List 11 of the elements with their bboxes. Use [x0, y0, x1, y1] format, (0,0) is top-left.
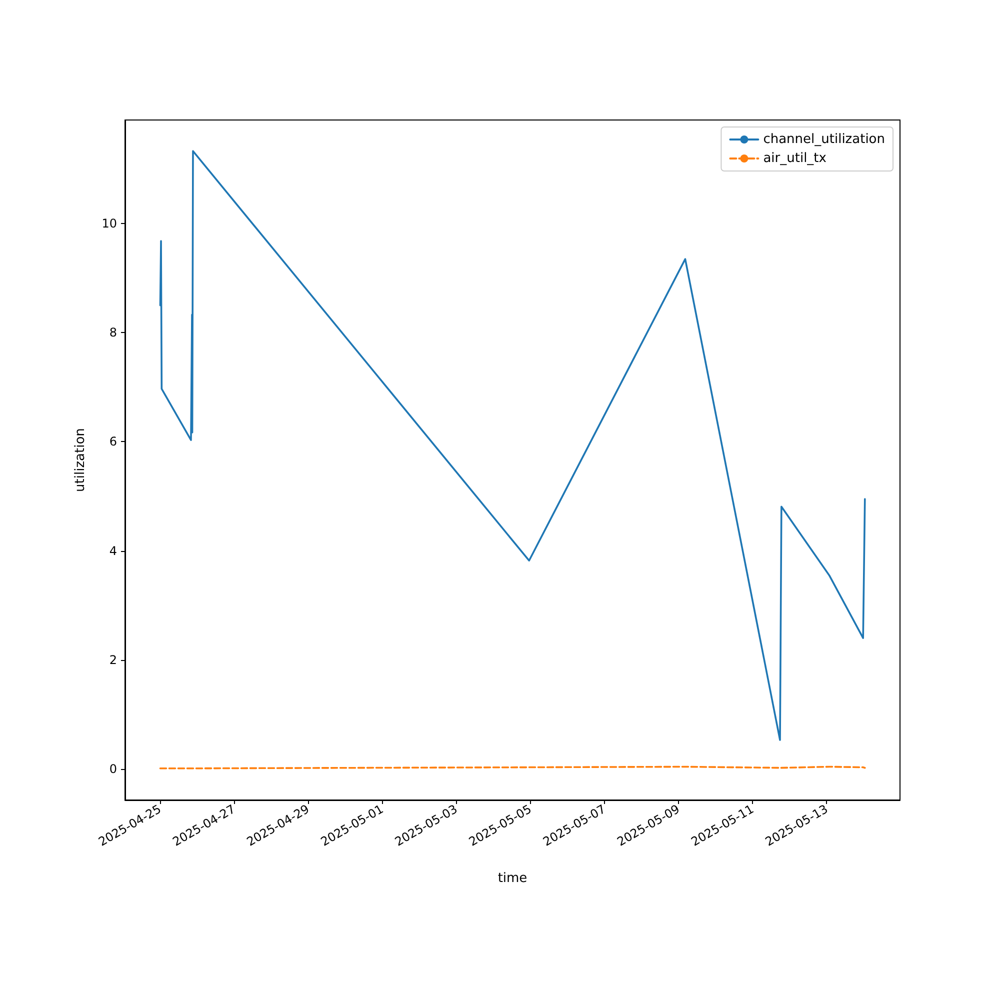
- x-axis-title: time: [498, 871, 528, 886]
- y-tick-label: 0: [109, 762, 117, 776]
- line-series: [159, 150, 866, 741]
- y-tick-label: 4: [109, 544, 117, 558]
- y-tick-label: 2: [109, 652, 117, 667]
- legend-label: channel_utilization: [763, 132, 886, 147]
- y-axis-title: utilization: [73, 428, 88, 492]
- y-tick-label: 6: [109, 434, 117, 449]
- y-tick-label: 8: [109, 326, 117, 340]
- legend-label: air_util_tx: [763, 151, 827, 166]
- y-tick-label: 10: [102, 216, 117, 231]
